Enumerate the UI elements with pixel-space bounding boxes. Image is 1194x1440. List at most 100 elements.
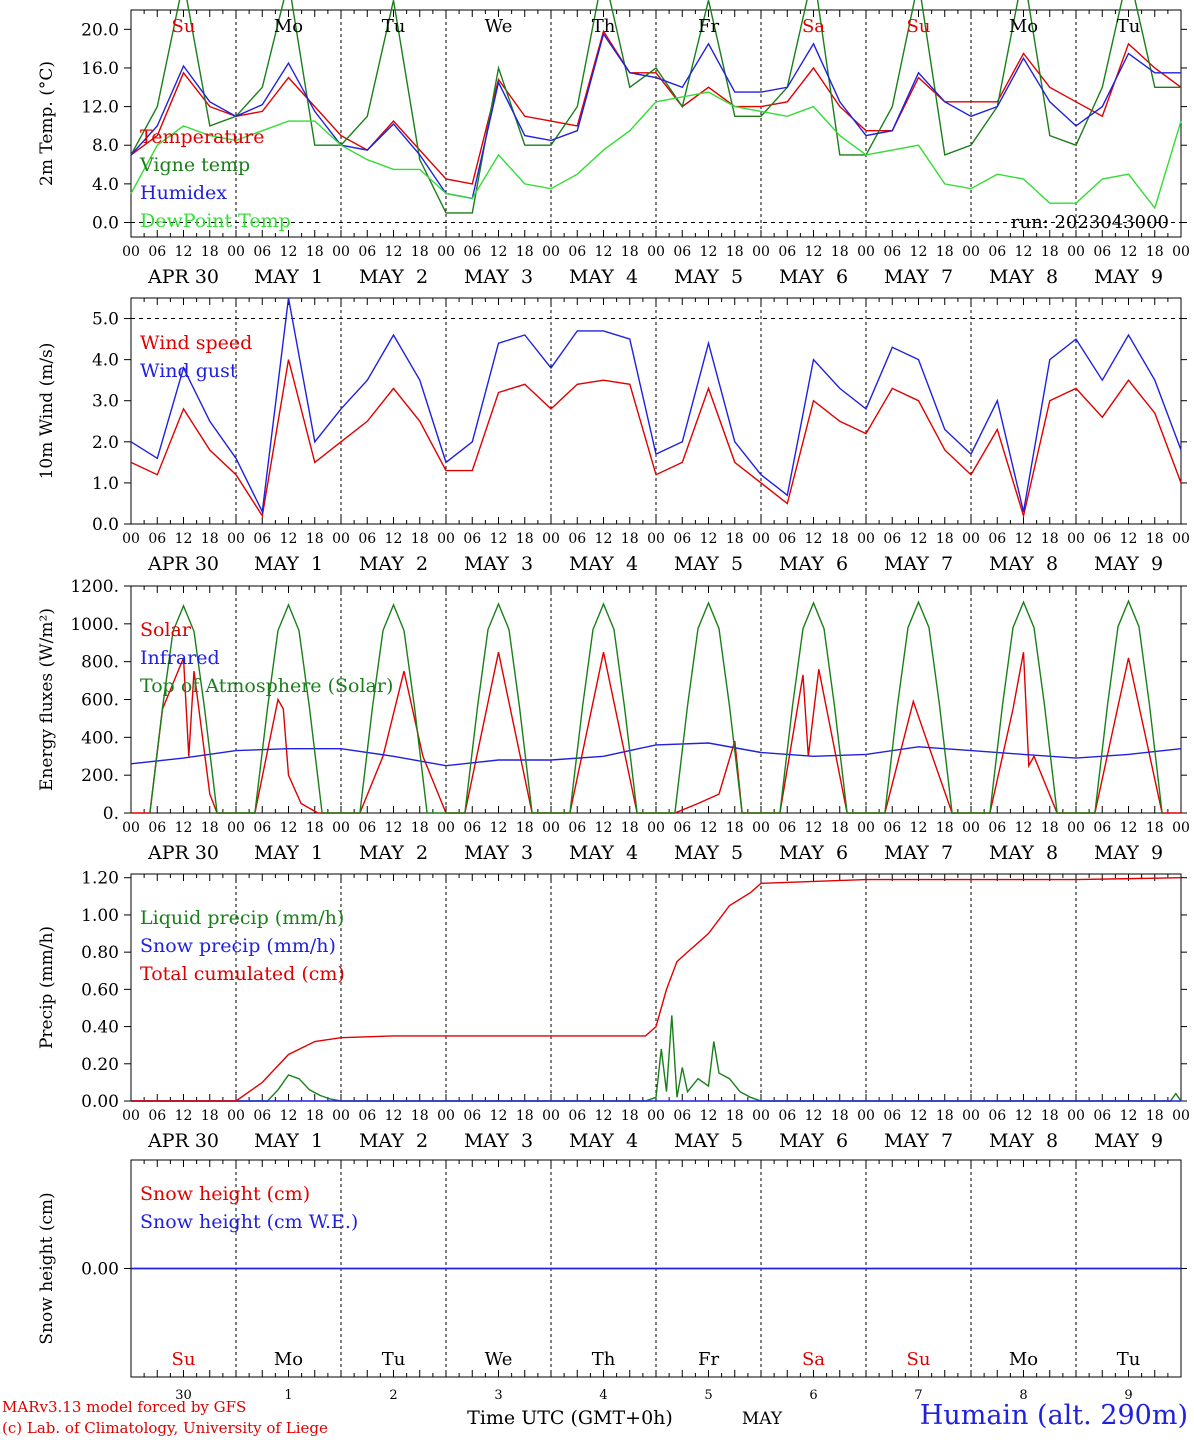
hour-tick-label: 06 xyxy=(778,531,796,547)
date-label: MAY 1 xyxy=(254,553,323,575)
panel-1: 0.0 4.0 8.0 12.0 16.0 20.0 2m Temp. (°C) Temper… xyxy=(37,0,1190,288)
hour-tick-label: 00 xyxy=(227,820,245,836)
hour-tick-label: 12 xyxy=(385,244,403,260)
date-label: MAY 5 xyxy=(674,1130,743,1152)
hour-tick-label: 06 xyxy=(253,820,271,836)
hour-tick-label: 06 xyxy=(148,244,166,260)
y-tick-label: 0. xyxy=(103,804,119,824)
y-tick-label: 600. xyxy=(81,691,119,711)
hour-tick-label: 00 xyxy=(1067,820,1085,836)
y-tick-label: 1.20 xyxy=(81,869,119,889)
weekday-label: Fr xyxy=(698,16,719,37)
date-label: MAY 1 xyxy=(254,266,323,288)
hour-tick-label: 06 xyxy=(253,531,271,547)
day-number-label: 4 xyxy=(599,1388,607,1403)
hour-tick-label: 12 xyxy=(700,1108,718,1124)
hour-tick-label: 12 xyxy=(595,531,613,547)
hour-tick-label: 18 xyxy=(621,1108,639,1124)
hour-tick-label: 18 xyxy=(1041,820,1059,836)
y-tick-label: 2.0 xyxy=(92,433,119,453)
y-axis-title: 2m Temp. (°C) xyxy=(37,61,57,186)
y-tick-label: 0.00 xyxy=(81,1092,119,1112)
hour-tick-label: 18 xyxy=(1146,820,1164,836)
hour-tick-label: 00 xyxy=(752,820,770,836)
y-tick-label: 0.60 xyxy=(81,980,119,1000)
hour-tick-label: 12 xyxy=(1015,1108,1033,1124)
series-line-total-cumulated-cm- xyxy=(131,877,1182,1102)
legend-item: Snow height (cm) xyxy=(140,1183,310,1205)
hour-tick-label: 06 xyxy=(463,244,481,260)
day-number-label: 30 xyxy=(175,1388,192,1403)
weekday-label: Mo xyxy=(274,1349,303,1370)
weekday-label: Mo xyxy=(1009,16,1038,37)
hour-tick-label: 06 xyxy=(1093,1108,1111,1124)
date-label: MAY 3 xyxy=(464,1130,533,1152)
hour-tick-label: 12 xyxy=(1120,244,1138,260)
legend-item: Infrared xyxy=(140,647,220,669)
hour-tick-label: 06 xyxy=(988,1108,1006,1124)
date-label: MAY 2 xyxy=(359,1130,428,1152)
hour-tick-label: 12 xyxy=(700,244,718,260)
hour-tick-label: 12 xyxy=(805,820,823,836)
date-label: MAY 3 xyxy=(464,842,533,864)
hour-tick-label: 06 xyxy=(673,244,691,260)
series-line-temperature xyxy=(130,29,1182,185)
hour-tick-label: 18 xyxy=(201,1108,219,1124)
y-tick-label: 0.0 xyxy=(92,214,119,234)
date-label: MAY 8 xyxy=(989,553,1058,575)
hour-tick-label: 06 xyxy=(148,820,166,836)
day-number-label: 6 xyxy=(809,1388,817,1403)
legend-item: DewPoint Temp xyxy=(140,210,291,232)
weekday-label: Su xyxy=(172,16,196,37)
hour-tick-label: 18 xyxy=(516,1108,534,1124)
hour-tick-label: 18 xyxy=(726,531,744,547)
hour-tick-label: 06 xyxy=(253,1108,271,1124)
hour-tick-label: 12 xyxy=(490,820,508,836)
hour-tick-label: 00 xyxy=(647,531,665,547)
hour-tick-label: 12 xyxy=(175,244,193,260)
hour-tick-label: 12 xyxy=(1120,531,1138,547)
weekday-label: Su xyxy=(172,1349,196,1370)
hour-tick-label: 06 xyxy=(883,820,901,836)
date-label: MAY 7 xyxy=(884,1130,953,1152)
hour-tick-label: 00 xyxy=(962,820,980,836)
hour-tick-label: 00 xyxy=(122,531,140,547)
hour-tick-label: 06 xyxy=(1093,531,1111,547)
hour-tick-label: 18 xyxy=(1146,244,1164,260)
hour-tick-label: 00 xyxy=(437,820,455,836)
date-label: MAY 2 xyxy=(359,266,428,288)
hour-tick-label: 06 xyxy=(883,1108,901,1124)
legend-item: Solar xyxy=(140,619,192,641)
series-line-infrared xyxy=(130,742,1182,767)
date-label: MAY 7 xyxy=(884,266,953,288)
hour-tick-label: 12 xyxy=(385,1108,403,1124)
hour-tick-label: 06 xyxy=(988,531,1006,547)
panel-5: 0.00 Snow height (cm) Snow height (cm) Snow… xyxy=(37,1159,1187,1429)
weekday-label: Su xyxy=(907,16,931,37)
date-label: MAY 7 xyxy=(884,553,953,575)
y-tick-label: 0.80 xyxy=(81,943,119,963)
hour-tick-label: 00 xyxy=(857,531,875,547)
hour-tick-label: 18 xyxy=(831,1108,849,1124)
legend-item: Vigne temp xyxy=(139,154,250,176)
series-line-vigne-temp xyxy=(130,0,1181,214)
day-number-label: 5 xyxy=(704,1388,712,1403)
date-label: MAY 4 xyxy=(569,266,638,288)
legend-item: Humidex xyxy=(140,182,227,204)
hour-tick-label: 06 xyxy=(988,244,1006,260)
hour-tick-label: 12 xyxy=(910,820,928,836)
date-label: MAY 9 xyxy=(1094,266,1163,288)
hour-tick-label: 12 xyxy=(1120,1108,1138,1124)
hour-tick-label: 06 xyxy=(463,820,481,836)
y-tick-label: 3.0 xyxy=(92,392,119,412)
date-label: MAY 8 xyxy=(989,842,1058,864)
hour-tick-label: 18 xyxy=(726,244,744,260)
hour-tick-label: 12 xyxy=(490,531,508,547)
date-label: MAY 8 xyxy=(989,1130,1058,1152)
date-label: MAY 4 xyxy=(569,842,638,864)
date-label: MAY 1 xyxy=(254,1130,323,1152)
hour-tick-label: 18 xyxy=(306,820,324,836)
hour-tick-label: 06 xyxy=(148,1108,166,1124)
hour-tick-label: 18 xyxy=(936,1108,954,1124)
